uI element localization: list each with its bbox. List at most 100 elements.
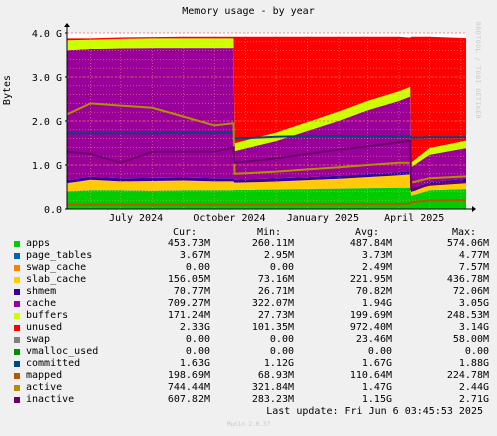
legend-name: active bbox=[26, 382, 63, 393]
legend-value-max: 1.88G bbox=[458, 358, 489, 369]
legend-row-shmem: shmem 70.77M 26.71M 70.82M 72.06M bbox=[12, 286, 489, 298]
legend-value-max: 7.57M bbox=[458, 262, 489, 273]
area-unused bbox=[67, 36, 466, 163]
tick-labels: 0.0 1.0 G 2.0 G 3.0 G 4.0 G July 2024 October … bbox=[32, 29, 444, 224]
last-update: Last update: Fri Jun 6 03:45:53 2025 bbox=[266, 406, 483, 417]
legend-name: vmalloc_used bbox=[26, 346, 99, 357]
legend-name: shmem bbox=[26, 286, 57, 297]
legend-value-max: 2.71G bbox=[458, 394, 489, 405]
legend-name: apps bbox=[26, 238, 51, 249]
x-tick-label: April 2025 bbox=[384, 213, 444, 224]
legend-value-max: 4.77M bbox=[458, 250, 489, 261]
legend-value-cur: 744.44M bbox=[167, 382, 210, 393]
legend-value-min: 27.73M bbox=[257, 310, 294, 321]
legend-value-avg: 110.64M bbox=[349, 370, 392, 381]
chart-title: Memory usage - by year bbox=[182, 6, 315, 17]
legend-row-unused: unused 2.33G 101.35M 972.40M 3.14G bbox=[12, 322, 489, 334]
rrdtool-brand: RRDTOOL / TOBI OETIKER bbox=[474, 22, 482, 120]
area-apps bbox=[67, 187, 466, 209]
legend-swatch bbox=[14, 265, 20, 271]
x-axis-arrow bbox=[472, 206, 476, 212]
legend-value-cur: 156.05M bbox=[167, 274, 210, 285]
legend-name: swap_cache bbox=[26, 262, 87, 273]
legend-header-max: Max: bbox=[452, 227, 477, 238]
legend-header-avg: Avg: bbox=[355, 227, 380, 238]
legend-value-avg: 1.67G bbox=[361, 358, 392, 369]
legend-value-max: 436.78M bbox=[446, 274, 489, 285]
legend-value-max: 2.44G bbox=[458, 382, 489, 393]
area-cache bbox=[67, 48, 466, 190]
y-axis-arrow bbox=[64, 23, 70, 27]
legend-swatch bbox=[14, 361, 20, 367]
legend-value-cur: 607.82M bbox=[167, 394, 210, 405]
legend-value-min: 321.84M bbox=[251, 382, 294, 393]
axes bbox=[64, 23, 476, 212]
legend-value-avg: 487.84M bbox=[349, 238, 392, 249]
legend-name: slab_cache bbox=[26, 274, 87, 285]
x-tick-label: January 2025 bbox=[287, 213, 359, 224]
legend-header-cur: Cur: bbox=[173, 227, 198, 238]
legend-value-min: 1.12G bbox=[263, 358, 294, 369]
y-tick-label: 1.0 G bbox=[32, 161, 62, 172]
legend-value-cur: 70.77M bbox=[173, 286, 210, 297]
memory-chart: 0.0 1.0 G 2.0 G 3.0 G 4.0 G July 2024 October … bbox=[32, 23, 476, 224]
legend-value-max: 248.53M bbox=[446, 310, 489, 321]
y-tick-label: 2.0 G bbox=[32, 117, 62, 128]
legend-row-buffers: buffers 171.24M 27.73M 199.69M 248.53M bbox=[12, 310, 489, 322]
legend-value-avg: 23.46M bbox=[355, 334, 392, 345]
legend-value-cur: 453.73M bbox=[167, 238, 210, 249]
legend-value-max: 574.06M bbox=[446, 238, 489, 249]
legend-value-cur: 0.00 bbox=[185, 346, 210, 357]
legend-row-page_tables: page_tables 3.67M 2.95M 3.73M 4.77M bbox=[12, 250, 489, 262]
legend-value-cur: 2.33G bbox=[179, 322, 210, 333]
legend-swatch bbox=[14, 337, 20, 343]
legend-value-max: 0.00 bbox=[464, 346, 489, 357]
legend-swatch bbox=[14, 397, 20, 403]
legend-value-min: 73.16M bbox=[257, 274, 294, 285]
munin-version: Munin 2.0.37 bbox=[226, 421, 271, 428]
legend-value-avg: 1.15G bbox=[361, 394, 392, 405]
legend-row-committed: committed 1.63G 1.12G 1.67G 1.88G bbox=[12, 358, 489, 370]
legend-name: inactive bbox=[26, 394, 75, 405]
legend-row-inactive: inactive 607.82M 283.23M 1.15G 2.71G bbox=[12, 394, 489, 406]
legend-value-min: 0.00 bbox=[269, 334, 294, 345]
legend-value-min: 101.35M bbox=[251, 322, 294, 333]
legend-value-avg: 1.94G bbox=[361, 298, 392, 309]
y-tick-label: 0.0 bbox=[44, 205, 62, 216]
legend-swatch bbox=[14, 385, 20, 391]
legend-row-active: active 744.44M 321.84M 1.47G 2.44G bbox=[12, 382, 489, 394]
legend-row-cache: cache 709.27M 322.07M 1.94G 3.05G bbox=[12, 298, 489, 310]
legend-value-avg: 3.73M bbox=[361, 250, 392, 261]
legend-value-cur: 1.63G bbox=[179, 358, 210, 369]
legend-swatch bbox=[14, 313, 20, 319]
stacked-areas bbox=[67, 36, 466, 209]
line-mapped bbox=[67, 199, 467, 206]
legend-name: swap bbox=[26, 334, 51, 345]
line-inactive bbox=[66, 139, 467, 191]
legend-value-min: 260.11M bbox=[251, 238, 294, 249]
legend-swatch bbox=[14, 277, 20, 283]
x-tick-label: October 2024 bbox=[193, 213, 265, 224]
legend-value-min: 26.71M bbox=[257, 286, 294, 297]
legend-row-apps: apps 453.73M 260.11M 487.84M 574.06M bbox=[12, 238, 489, 250]
legend-value-max: 3.14G bbox=[458, 322, 489, 333]
legend-name: page_tables bbox=[26, 250, 93, 261]
legend-value-cur: 0.00 bbox=[185, 334, 210, 345]
legend-value-cur: 709.27M bbox=[167, 298, 210, 309]
legend-row-swap: swap 0.00 0.00 23.46M 58.00M bbox=[12, 334, 489, 346]
legend-value-avg: 2.49M bbox=[361, 262, 392, 273]
legend-value-avg: 199.69M bbox=[349, 310, 392, 321]
legend-value-min: 322.07M bbox=[251, 298, 294, 309]
legend-value-min: 0.00 bbox=[269, 346, 294, 357]
legend-swatch bbox=[14, 253, 20, 259]
legend-value-avg: 1.47G bbox=[361, 382, 392, 393]
legend-swatch bbox=[14, 241, 20, 247]
legend-value-min: 2.95M bbox=[263, 250, 294, 261]
area-shmem bbox=[67, 171, 466, 193]
series-lines bbox=[66, 102, 467, 206]
legend-swatch bbox=[14, 289, 20, 295]
legend-header-min: Min: bbox=[257, 227, 282, 238]
legend-value-cur: 3.67M bbox=[179, 250, 210, 261]
legend-value-max: 72.06M bbox=[452, 286, 489, 297]
legend-value-cur: 0.00 bbox=[185, 262, 210, 273]
